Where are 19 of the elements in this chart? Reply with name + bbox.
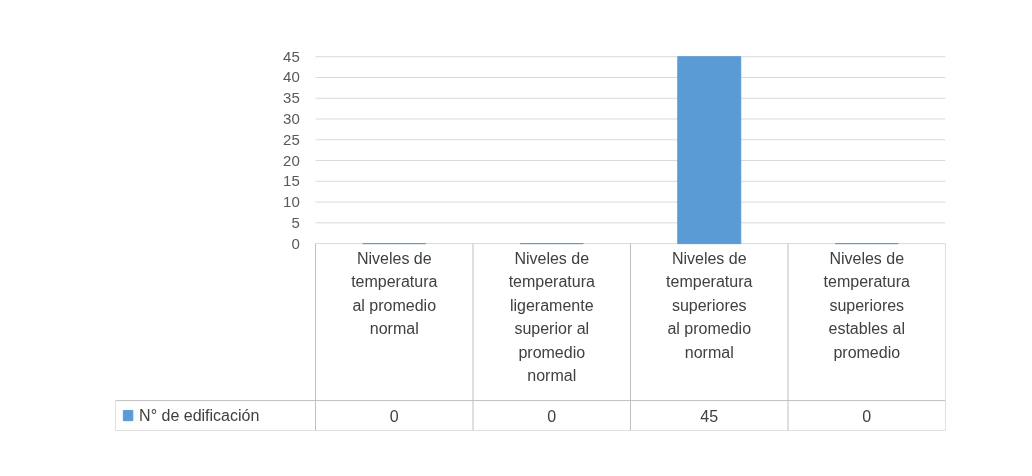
x-tick-label: Niveles de temperatura ligeramente superior al promedio normal xyxy=(508,250,595,384)
y-tick-label: 5 xyxy=(291,213,300,231)
data-label: 0 xyxy=(862,407,872,425)
y-tick-label: 40 xyxy=(283,68,300,86)
y-tick-label: 25 xyxy=(283,130,300,148)
legend-label: N° de edificación xyxy=(139,407,260,425)
x-tick-label: Niveles de temperatura superiores estables al promedio xyxy=(823,250,910,361)
y-tick-label: 10 xyxy=(283,193,300,211)
y-tick-label: 45 xyxy=(283,47,300,65)
data-label: 0 xyxy=(547,407,557,425)
y-tick-label: 0 xyxy=(291,234,300,252)
data-label: 45 xyxy=(700,407,719,425)
y-tick-label: 15 xyxy=(283,172,300,190)
y-tick-label: 20 xyxy=(283,151,300,169)
y-tick-label: 35 xyxy=(283,89,300,107)
y-tick-label: 30 xyxy=(283,110,300,128)
x-tick-label: Niveles de temperatura al promedio normal xyxy=(351,250,438,338)
data-label: 0 xyxy=(389,407,399,425)
x-tick-label: Niveles de temperatura superiores al promedio normal xyxy=(666,250,753,361)
